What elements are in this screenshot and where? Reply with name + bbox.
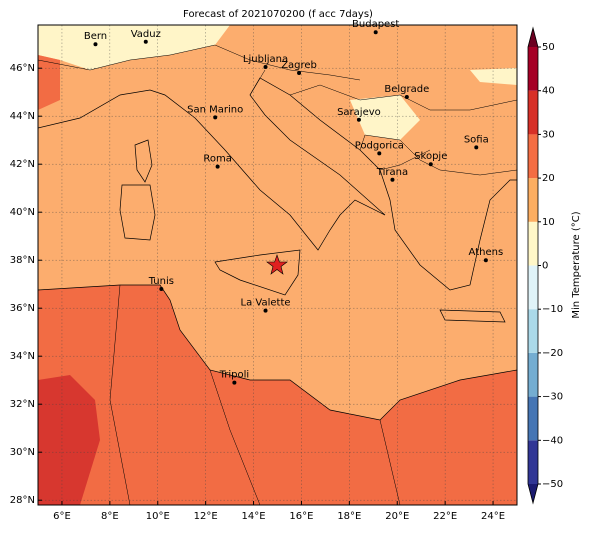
- city-label: Podgorica: [355, 140, 404, 151]
- colorbar-tick-label: −40: [542, 435, 563, 446]
- city-label: Belgrade: [384, 84, 429, 95]
- x-tick-label: 18°E: [337, 511, 361, 522]
- city-label: Bern: [84, 31, 107, 42]
- city-label: Tunis: [148, 276, 174, 287]
- colorbar-band: [528, 440, 538, 484]
- city-label: Tirana: [376, 167, 408, 178]
- y-tick-label: 44°N: [10, 111, 35, 122]
- title: Forecast of 2021070200 (f acc 7days): [183, 9, 373, 20]
- colorbar-band: [528, 265, 538, 310]
- colorbar-band: [528, 178, 538, 222]
- city-label: Sofia: [464, 134, 489, 145]
- x-tick-label: 8°E: [101, 511, 119, 522]
- city-label: Roma: [203, 154, 232, 165]
- colorbar-tick-label: −20: [542, 348, 563, 359]
- colorbar-tick-label: 0: [542, 261, 548, 272]
- city-label: Zagreb: [281, 60, 317, 71]
- city-dot: [93, 42, 98, 47]
- city-dot: [373, 30, 378, 35]
- city-dot: [428, 162, 433, 167]
- city-dot: [143, 39, 148, 44]
- x-tick-label: 10°E: [146, 511, 170, 522]
- colorbar-tick-label: −30: [542, 392, 563, 403]
- colorbar-label: Min Temperature (°C): [571, 211, 582, 318]
- x-tick-label: 12°E: [194, 511, 218, 522]
- colorbar-tick-label: 50: [542, 42, 555, 53]
- x-tick-label: 20°E: [385, 511, 409, 522]
- colorbar-band: [528, 221, 538, 266]
- colorbar-band: [528, 396, 538, 441]
- city-dot: [263, 308, 268, 313]
- x-tick-label: 6°E: [53, 511, 71, 522]
- city-dot: [474, 145, 479, 150]
- x-tick-label: 16°E: [289, 511, 313, 522]
- city-dot: [390, 177, 395, 182]
- colorbar-band: [528, 134, 538, 179]
- city-dot: [483, 258, 488, 263]
- colorbar-tick-label: 30: [542, 129, 555, 140]
- city-dot: [213, 115, 218, 120]
- city-dot: [404, 95, 409, 99]
- colorbar-under: [528, 484, 538, 503]
- y-tick-label: 36°N: [10, 303, 35, 314]
- city-dot: [297, 71, 302, 75]
- city-label: Athens: [469, 247, 504, 258]
- city-label: Vaduz: [131, 29, 161, 40]
- city-dot: [232, 380, 237, 385]
- city-dot: [215, 164, 220, 169]
- city-label: San Marino: [187, 104, 243, 115]
- city-dot: [159, 287, 164, 291]
- map-grid: [38, 25, 517, 505]
- y-tick-label: 30°N: [10, 447, 35, 458]
- city-label: Sarajevo: [337, 107, 381, 118]
- colorbar-over: [528, 28, 538, 47]
- y-tick-label: 32°N: [10, 399, 35, 410]
- city-dot: [356, 117, 361, 122]
- colorbar-tick-label: 20: [542, 173, 555, 184]
- city-dot: [263, 65, 268, 69]
- city-label: Tripoli: [219, 370, 250, 381]
- y-tick-label: 38°N: [10, 255, 35, 266]
- city-label: La Valette: [241, 298, 291, 309]
- colorbar-tick-label: 40: [542, 86, 555, 97]
- y-tick-label: 42°N: [10, 159, 35, 170]
- x-tick-label: 24°E: [481, 511, 505, 522]
- colorbar-band: [528, 47, 538, 91]
- city-label: Budapest: [352, 19, 399, 30]
- city-label: Skopje: [414, 151, 447, 162]
- colorbar-band: [528, 309, 538, 353]
- city-dot: [377, 151, 382, 156]
- event-star: [266, 254, 288, 275]
- map-frame: [37, 24, 518, 506]
- colorbar-tick-label: −10: [542, 304, 563, 315]
- x-tick-label: 14°E: [242, 511, 266, 522]
- city-label: Ljubljana: [243, 54, 288, 65]
- colorbar-tick-label: 10: [542, 217, 555, 228]
- y-tick-label: 28°N: [10, 495, 35, 506]
- x-tick-label: 22°E: [433, 511, 457, 522]
- y-tick-label: 34°N: [10, 351, 35, 362]
- y-tick-label: 40°N: [10, 207, 35, 218]
- y-tick-label: 46°N: [10, 63, 35, 74]
- colorbar-band: [528, 90, 538, 135]
- colorbar-band: [528, 352, 538, 397]
- colorbar-tick-label: −50: [542, 479, 563, 490]
